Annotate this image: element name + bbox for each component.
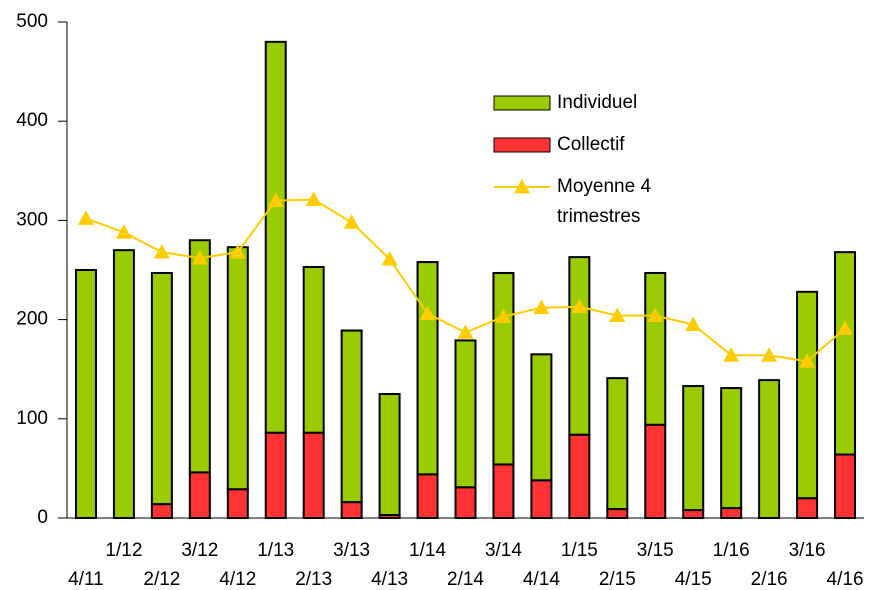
line-marker: [153, 244, 170, 259]
x-tick-label: 3/13: [333, 540, 370, 561]
bar: [74, 269, 97, 519]
bar: [340, 329, 363, 504]
bar: [568, 256, 591, 436]
bar: [796, 497, 819, 520]
bar: [416, 473, 439, 519]
bar: [150, 271, 173, 506]
bar: [644, 423, 667, 520]
x-tick-label: 2/16: [751, 569, 788, 590]
line-marker: [267, 192, 284, 207]
line-marker: [571, 298, 588, 314]
x-tick-label: 1/16: [713, 540, 750, 561]
x-tick-label: 3/15: [637, 540, 674, 561]
bar: [416, 261, 439, 476]
bar: [796, 290, 819, 500]
x-tick-label: 2/15: [599, 569, 636, 590]
x-tick-label: 4/13: [371, 569, 408, 590]
line-marker: [115, 224, 132, 239]
line-marker: [77, 210, 94, 225]
bar: [720, 507, 743, 519]
bar: [454, 339, 477, 489]
x-tick-label: 4/11: [68, 569, 104, 590]
bar: [568, 433, 591, 519]
bar: [112, 249, 135, 519]
legend-swatch: [493, 137, 551, 153]
bar: [340, 501, 363, 519]
bar: [492, 463, 515, 520]
x-tick-label: 3/14: [485, 540, 522, 561]
bar: [720, 387, 743, 510]
line-marker: [419, 305, 436, 321]
line-marker: [343, 214, 360, 229]
bar: [682, 509, 705, 519]
bar: [454, 486, 477, 519]
bar: [302, 266, 325, 434]
line-marker: [647, 307, 664, 323]
legend-swatch: [493, 95, 551, 111]
legend-label-line: Moyenne 4: [557, 176, 651, 197]
line-marker: [685, 316, 702, 331]
line-marker: [609, 307, 626, 323]
legend-label: Moyenne 4 trimestres: [557, 176, 651, 227]
bar: [226, 488, 249, 519]
bar: [264, 40, 287, 434]
line-marker: [761, 347, 778, 362]
bar: [378, 393, 401, 517]
x-tick-label: 3/12: [181, 540, 218, 561]
legend-label-line: trimestres: [557, 206, 640, 227]
bar: [264, 431, 287, 519]
bar: [606, 377, 629, 511]
bar: [758, 379, 781, 519]
legend-label: Collectif: [557, 134, 625, 155]
bar: [606, 508, 629, 519]
bar: [834, 251, 857, 456]
line-marker: [533, 299, 550, 315]
x-tick-label: 2/13: [295, 569, 332, 590]
line-marker: [723, 347, 740, 362]
bar: [188, 239, 211, 474]
legend-swatch: [514, 179, 530, 194]
x-tick-label: 1/14: [409, 540, 446, 561]
bar: [682, 385, 705, 512]
y-tick-label: 200: [16, 309, 48, 330]
y-tick-label: 400: [16, 110, 48, 131]
x-tick-label: 4/15: [675, 569, 712, 590]
x-tick-label: 2/12: [143, 569, 180, 590]
bar: [530, 353, 553, 482]
line-marker: [799, 353, 816, 368]
bar: [150, 503, 173, 519]
x-tick-label: 1/13: [257, 540, 294, 561]
y-tick-label: 100: [16, 408, 48, 429]
y-tick-label: 500: [16, 11, 48, 32]
y-tick-label: 300: [16, 209, 48, 230]
x-tick-label: 1/12: [105, 540, 142, 561]
bar: [834, 453, 857, 519]
x-tick-label: 2/14: [447, 569, 484, 590]
x-tick-label: 4/16: [827, 569, 864, 590]
y-tick-label: 0: [37, 507, 48, 528]
x-tick-label: 4/12: [219, 569, 256, 590]
line-marker: [229, 244, 246, 259]
bar: [530, 479, 553, 519]
line-marker: [305, 191, 322, 206]
bar: [226, 246, 249, 491]
bar: [302, 431, 325, 519]
x-tick-label: 3/16: [789, 540, 826, 561]
bar: [492, 271, 515, 466]
line-marker: [495, 308, 512, 324]
line-marker: [837, 320, 854, 335]
legend-label: Individuel: [557, 92, 637, 113]
line-marker: [191, 250, 208, 265]
x-tick-label: 1/15: [561, 540, 598, 561]
x-tick-label: 4/14: [523, 569, 560, 590]
bar: [188, 471, 211, 520]
line-marker: [381, 251, 398, 266]
bar: [644, 271, 667, 426]
line-marker: [457, 324, 474, 339]
